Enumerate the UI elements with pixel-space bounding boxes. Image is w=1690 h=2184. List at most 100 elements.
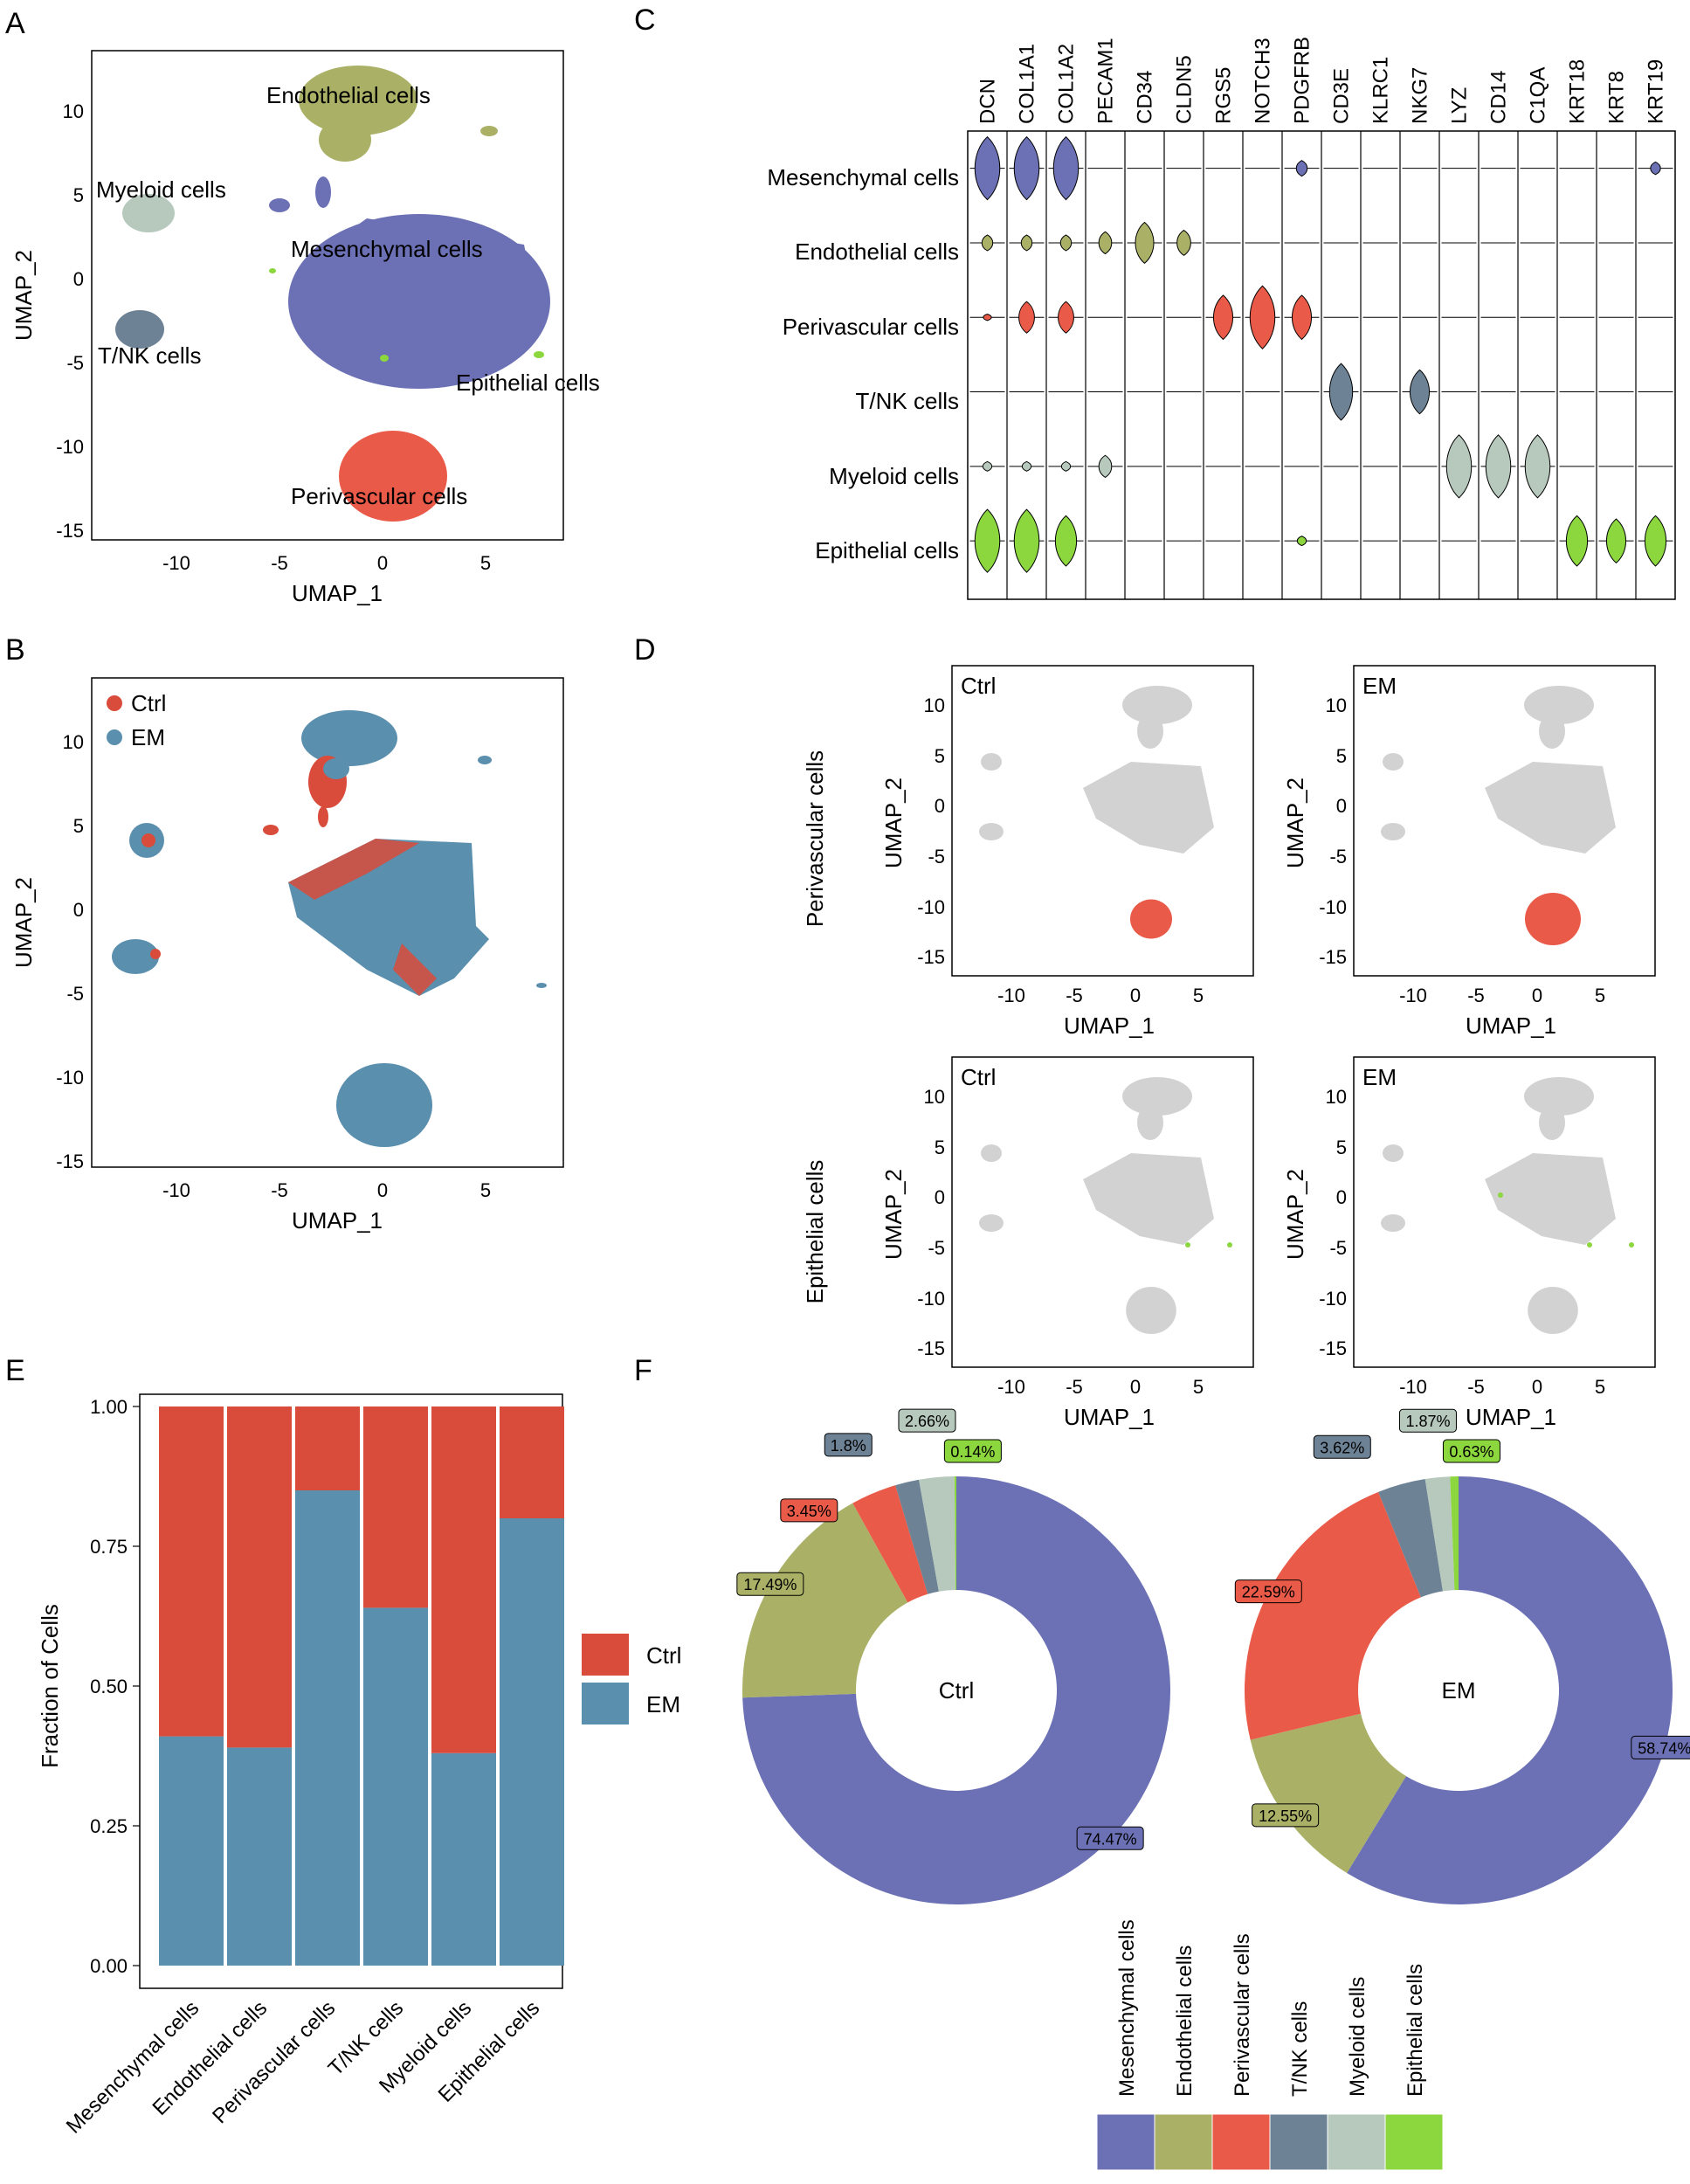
donut-slice — [1250, 1713, 1406, 1873]
bar-ctrl — [431, 1406, 496, 1753]
panel-a-umap: Endothelial cells Myeloid cells Mesenchy… — [10, 50, 600, 606]
d-xtick: 5 — [1193, 985, 1204, 1006]
f-legend-label: Myeloid cells — [1346, 1977, 1369, 2097]
d-xtick: -10 — [1399, 985, 1427, 1006]
violin-row-myeloid: Myeloid cells — [829, 463, 959, 489]
donut-label-box — [1076, 1826, 1144, 1850]
a-ytick-10: 10 — [63, 100, 84, 122]
gene-label: CLDN5 — [1173, 55, 1197, 124]
d-cells-grey — [1137, 714, 1163, 749]
bar-em — [363, 1607, 428, 1966]
donut-label-text: 3.45% — [787, 1503, 831, 1520]
violin — [974, 135, 1001, 201]
donut-center-label: Ctrl — [939, 1677, 974, 1704]
d-ytick: -10 — [1319, 1288, 1347, 1310]
violin — [982, 460, 993, 472]
d-cells-perivascular — [1525, 893, 1581, 945]
d-cells-grey — [1122, 686, 1192, 724]
a-ylabel: UMAP_2 — [10, 250, 37, 341]
d-xlabel: UMAP_1 — [1466, 1013, 1556, 1039]
e-ytick-label: 0.00 — [90, 1955, 128, 1977]
donut-data-label: 0.63% — [1442, 1439, 1500, 1463]
violin — [1296, 536, 1307, 547]
donut-label-text: 74.47% — [1084, 1830, 1137, 1848]
donut-slice — [852, 1485, 928, 1603]
donut-data-label: 58.74% — [1631, 1735, 1690, 1759]
f-legend-label: Mesenchymal cells — [1115, 1919, 1139, 2097]
donut-slice — [1245, 1491, 1421, 1740]
violin — [1485, 434, 1512, 499]
d-cells-grey — [1524, 1077, 1594, 1116]
f-legend-swatch — [1096, 2113, 1155, 2171]
bar-em — [431, 1752, 496, 1966]
gene-label: CD34 — [1134, 71, 1157, 124]
a-xtick-m5: -5 — [271, 552, 288, 574]
donut-data-label: 0.14% — [943, 1439, 1002, 1463]
violin-row-labels: Mesenchymal cells Endothelial cells Peri… — [767, 164, 959, 563]
b-xtick-m5: -5 — [271, 1179, 288, 1201]
gene-label: PDGFRB — [1291, 37, 1314, 124]
donut-label-box — [1631, 1735, 1690, 1759]
d-ytick: -5 — [1329, 1237, 1347, 1259]
donut-data-label: 3.62% — [1313, 1434, 1371, 1459]
bar-ctrl — [363, 1406, 428, 1608]
e-ytick-label: 1.00 — [90, 1396, 128, 1418]
donut-label-box — [736, 1572, 804, 1596]
violin — [1098, 454, 1113, 479]
violin — [1052, 135, 1080, 201]
panel-b-points — [112, 710, 547, 1147]
donut-em: EM 58.74% 12.55% 22.59% 3.62% 1.87% 0.63% — [1234, 1408, 1690, 1904]
e-legend-ctrl-label: Ctrl — [646, 1642, 681, 1669]
f-legend-swatch — [1269, 2113, 1328, 2171]
d-cells-grey — [1485, 1153, 1616, 1245]
a-ytick-m5: -5 — [66, 352, 84, 374]
gene-label: NKG7 — [1409, 67, 1432, 124]
d-ytick: 10 — [924, 1086, 945, 1108]
d-condition-label: EM — [1362, 673, 1397, 699]
d-ylabel: UMAP_2 — [880, 778, 907, 868]
d-xtick: 0 — [1532, 985, 1542, 1006]
donut-label-box — [898, 1408, 956, 1433]
d-xtick: -10 — [997, 1376, 1025, 1398]
d-ylabel: UMAP_2 — [1282, 778, 1308, 868]
violin — [981, 234, 994, 252]
donut-label-text: 1.87% — [1405, 1413, 1450, 1430]
a-ytick-5: 5 — [73, 184, 84, 206]
violin — [1135, 221, 1155, 265]
panel-a-points — [115, 66, 550, 522]
e-bars — [159, 1406, 564, 1966]
d-ytick: 0 — [935, 1186, 945, 1208]
f-legend-label: Epithelial cells — [1404, 1964, 1427, 2097]
legend-b-em-label: EM — [131, 724, 165, 750]
violin — [1566, 515, 1588, 567]
bar-ctrl — [227, 1406, 292, 1748]
e-legend-ctrl-swatch — [582, 1634, 629, 1676]
donut-slice — [1450, 1476, 1459, 1591]
violin — [1013, 508, 1040, 573]
cluster-myeloid — [122, 194, 175, 232]
d-ytick: -15 — [917, 946, 945, 968]
b-ylabel: UMAP_2 — [10, 877, 37, 968]
d-ytick: -15 — [1319, 1337, 1347, 1359]
a-ytick-m15: -15 — [56, 520, 84, 542]
d-condition-label: Ctrl — [961, 1064, 996, 1090]
e-yticks: 0.00 0.25 0.50 0.75 1.00 — [90, 1396, 140, 1977]
gene-label: KRT18 — [1566, 59, 1590, 124]
donut-label-box — [1442, 1439, 1500, 1463]
violin — [1059, 234, 1073, 252]
d-cells-grey — [1083, 1153, 1214, 1245]
violin-grid — [1006, 131, 1637, 599]
d-cells-perivascular — [1130, 899, 1172, 939]
e-ytick-label: 0.75 — [90, 1536, 128, 1558]
d-xtick: 5 — [1193, 1376, 1204, 1398]
d-ytick: 5 — [1336, 745, 1347, 767]
d-row-label-perivascular: Perivascular cells — [802, 750, 828, 927]
violin-gene-labels: DCN COL1A1 COL1A2 PECAM1 CD34 CLDN5 RGS5 NOTCH3… — [976, 37, 1668, 124]
donut-label-text: 12.55% — [1259, 1807, 1312, 1825]
d-ytick: -15 — [917, 1337, 945, 1359]
gene-label: DCN — [976, 79, 1000, 124]
d-cells-grey — [1381, 1214, 1405, 1232]
violin — [1055, 515, 1077, 567]
violin — [1021, 460, 1032, 472]
donut-slice — [742, 1476, 1170, 1904]
